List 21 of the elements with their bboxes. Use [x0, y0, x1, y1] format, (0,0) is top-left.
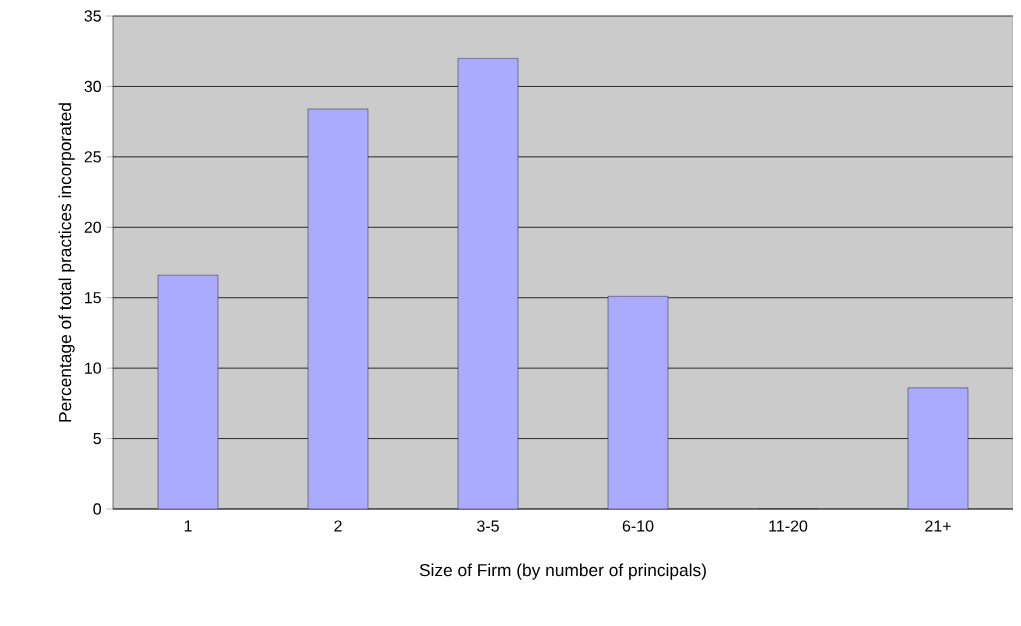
y-tick-label: 30 — [84, 80, 102, 93]
y-tick-label: 5 — [93, 433, 101, 445]
bar — [457, 57, 519, 509]
bar — [157, 274, 219, 509]
x-tick-label: 1 — [184, 520, 192, 532]
bar — [307, 108, 369, 509]
x-tick-label: 11-20 — [769, 520, 808, 532]
bar — [907, 387, 969, 509]
y-tick-label: 15 — [85, 292, 101, 304]
x-axis-title: Size of Firm (by number of principals) — [419, 563, 706, 580]
bar — [607, 296, 669, 509]
x-tick-label: 21+ — [925, 520, 951, 532]
x-tick-label: 2 — [334, 520, 342, 532]
y-tick-label: 20 — [84, 221, 102, 233]
y-tick-label: 10 — [85, 362, 102, 374]
x-tick-label: 3-5 — [477, 520, 499, 532]
y-axis-title: Percentage of total practices incorporated — [58, 103, 75, 422]
x-tick-label: 6-10 — [622, 520, 654, 532]
y-tick-label: 35 — [84, 10, 101, 22]
y-tick-label: 0 — [93, 503, 102, 515]
y-tick-label: 25 — [84, 151, 101, 163]
